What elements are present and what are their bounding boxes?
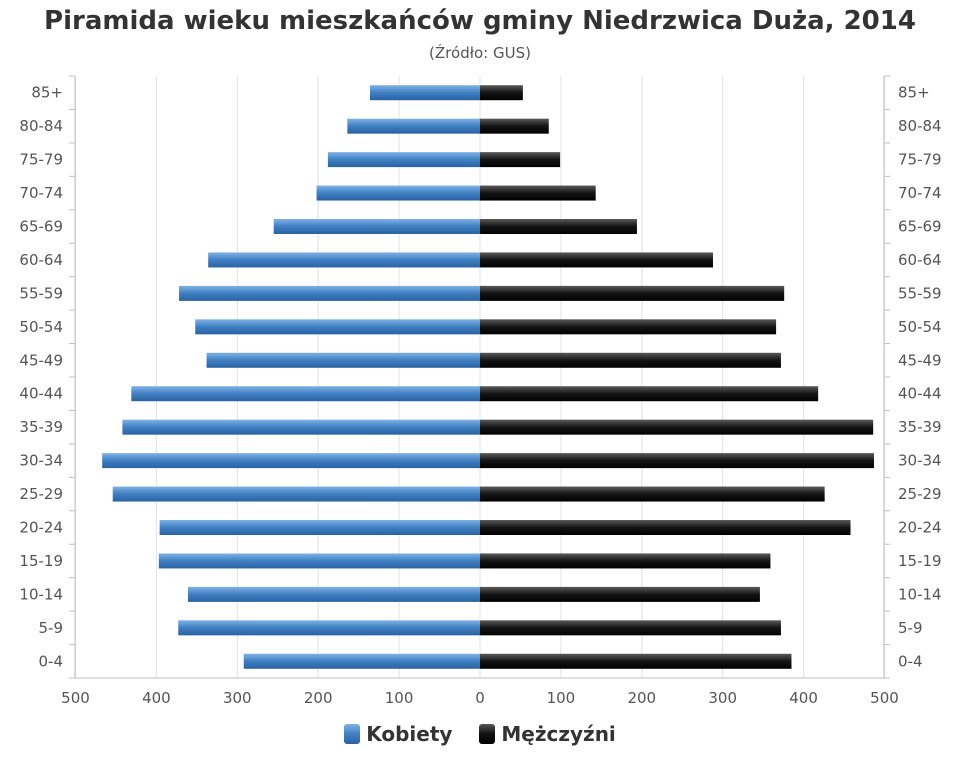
category-label-left: 45-49 <box>19 351 63 369</box>
bar-mezczyzni[interactable] <box>480 520 851 535</box>
category-label-left: 55-59 <box>19 284 63 302</box>
x-tick-label: 200 <box>304 689 333 707</box>
x-tick-label: 500 <box>870 689 899 707</box>
bar-mezczyzni[interactable] <box>480 285 785 301</box>
bar-mezczyzni[interactable] <box>480 185 596 201</box>
bar-kobiety[interactable] <box>208 252 480 268</box>
category-label-right: 15-19 <box>898 552 942 570</box>
category-label-left: 85+ <box>31 84 63 102</box>
category-label-right: 65-69 <box>898 218 942 236</box>
category-label-right: 60-64 <box>898 251 942 269</box>
legend-label-kobiety: Kobiety <box>366 722 453 746</box>
bar-mezczyzni[interactable] <box>480 553 771 569</box>
bar-kobiety[interactable] <box>179 285 480 301</box>
bar-mezczyzni[interactable] <box>480 85 523 101</box>
bar-kobiety[interactable] <box>347 118 480 134</box>
x-tick-label: 100 <box>385 689 414 707</box>
category-label-right: 50-54 <box>898 318 942 336</box>
bar-mezczyzni[interactable] <box>480 586 760 602</box>
legend-item-mezczyzni[interactable]: Mężczyźni <box>479 722 616 746</box>
category-label-left: 40-44 <box>19 385 63 403</box>
bar-kobiety[interactable] <box>327 152 480 168</box>
bar-kobiety[interactable] <box>158 553 480 569</box>
bar-kobiety[interactable] <box>131 386 481 402</box>
bar-kobiety[interactable] <box>159 520 481 535</box>
bar-mezczyzni[interactable] <box>480 453 874 469</box>
category-label-left: 75-79 <box>19 151 63 169</box>
bar-mezczyzni[interactable] <box>480 319 777 335</box>
category-label-left: 35-39 <box>19 418 63 436</box>
legend-swatch-kobiety <box>344 724 361 744</box>
chart-subtitle: (Źródło: GUS) <box>429 44 531 62</box>
x-tick-label: 0 <box>475 689 485 707</box>
category-label-right: 35-39 <box>898 418 942 436</box>
bar-kobiety[interactable] <box>273 219 480 234</box>
bar-mezczyzni[interactable] <box>480 352 781 368</box>
category-label-right: 55-59 <box>898 284 942 302</box>
category-label-left: 5-9 <box>39 619 64 637</box>
category-label-left: 15-19 <box>19 552 63 570</box>
chart-title: Piramida wieku mieszkańców gminy Niedrzw… <box>44 6 916 36</box>
chart-legend: Kobiety Mężczyźni <box>0 722 960 749</box>
bar-mezczyzni[interactable] <box>480 118 549 134</box>
category-label-left: 50-54 <box>19 318 63 336</box>
bar-mezczyzni[interactable] <box>480 252 713 268</box>
bar-kobiety[interactable] <box>195 319 480 335</box>
category-label-right: 10-14 <box>898 585 942 603</box>
category-label-left: 65-69 <box>19 218 63 236</box>
x-tick-label: 100 <box>547 689 576 707</box>
x-tick-label: 200 <box>627 689 656 707</box>
category-label-right: 0-4 <box>898 652 923 670</box>
bar-kobiety[interactable] <box>102 453 481 469</box>
bar-mezczyzni[interactable] <box>480 386 819 402</box>
category-label-right: 20-24 <box>898 519 942 537</box>
legend-label-mezczyzni: Mężczyźni <box>501 722 616 746</box>
legend-item-kobiety[interactable]: Kobiety <box>344 722 452 746</box>
bar-mezczyzni[interactable] <box>480 486 825 502</box>
bar-kobiety[interactable] <box>369 85 480 101</box>
category-label-left: 25-29 <box>19 485 63 503</box>
category-label-right: 70-74 <box>898 184 942 202</box>
category-label-left: 10-14 <box>19 585 63 603</box>
bar-mezczyzni[interactable] <box>480 419 874 435</box>
bar-kobiety[interactable] <box>206 352 481 368</box>
category-label-left: 70-74 <box>19 184 63 202</box>
category-label-left: 80-84 <box>19 117 63 135</box>
category-label-right: 85+ <box>898 84 930 102</box>
category-label-right: 25-29 <box>898 485 942 503</box>
x-tick-label: 300 <box>223 689 252 707</box>
bar-mezczyzni[interactable] <box>480 219 637 234</box>
bar-kobiety[interactable] <box>187 586 481 602</box>
bar-mezczyzni[interactable] <box>480 620 781 636</box>
category-label-right: 40-44 <box>898 385 942 403</box>
category-label-right: 45-49 <box>898 351 942 369</box>
category-label-left: 20-24 <box>19 519 63 537</box>
bar-kobiety[interactable] <box>122 419 480 435</box>
x-tick-label: 400 <box>789 689 818 707</box>
category-label-right: 75-79 <box>898 151 942 169</box>
category-label-left: 60-64 <box>19 251 63 269</box>
category-label-left: 30-34 <box>19 452 63 470</box>
legend-swatch-mezczyzni <box>479 724 496 744</box>
bar-mezczyzni[interactable] <box>480 152 561 168</box>
bar-kobiety[interactable] <box>178 620 481 636</box>
category-label-right: 5-9 <box>898 619 923 637</box>
bar-kobiety[interactable] <box>112 486 481 502</box>
bar-kobiety[interactable] <box>243 653 480 669</box>
x-tick-label: 300 <box>708 689 737 707</box>
x-tick-label: 400 <box>142 689 171 707</box>
category-label-right: 30-34 <box>898 452 942 470</box>
bar-kobiety[interactable] <box>316 185 480 201</box>
category-label-right: 80-84 <box>898 117 942 135</box>
x-tick-label: 500 <box>61 689 90 707</box>
category-label-left: 0-4 <box>39 652 64 670</box>
bar-mezczyzni[interactable] <box>480 653 792 669</box>
